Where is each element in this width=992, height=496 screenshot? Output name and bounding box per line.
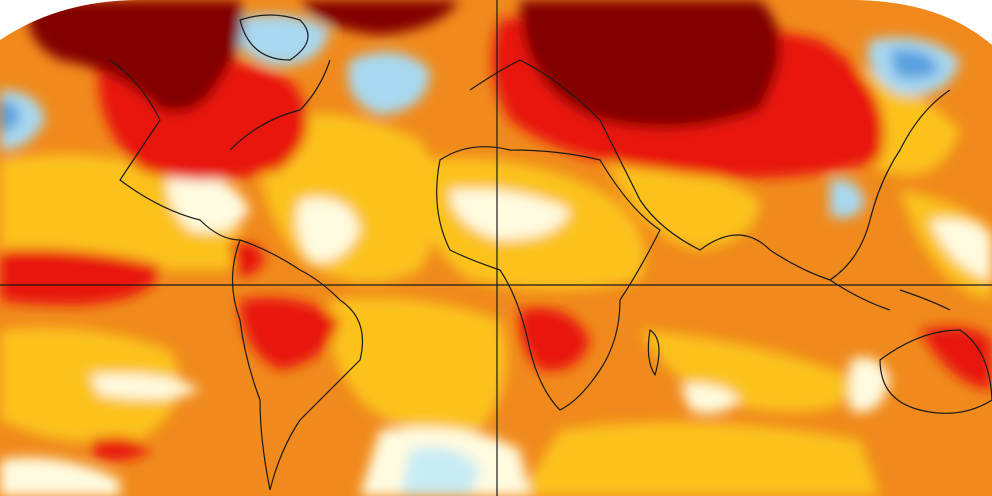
anomaly-regions: [0, 0, 992, 496]
anomaly-map: [0, 0, 992, 496]
map-field: [0, 0, 992, 496]
page: [0, 0, 992, 496]
